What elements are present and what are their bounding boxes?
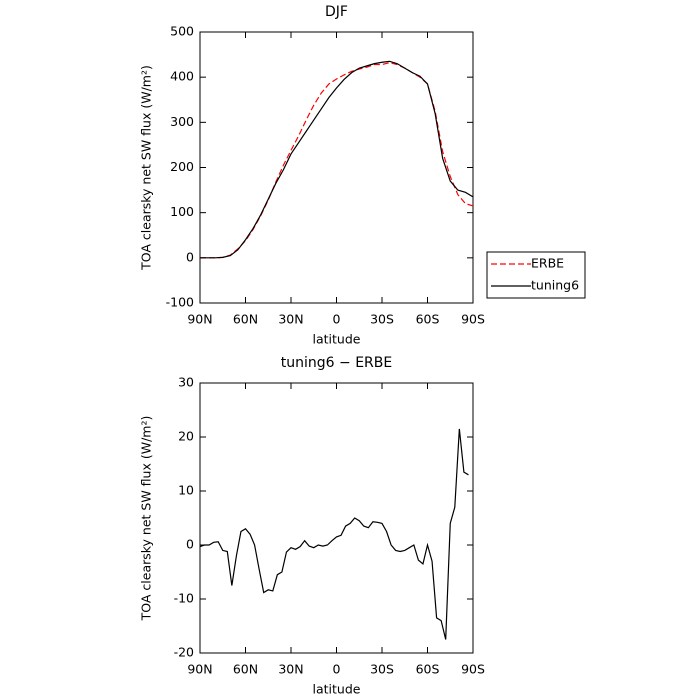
y-tick-label: -100 (166, 295, 194, 310)
y-tick-label: 30 (178, 375, 194, 390)
x-tick-label: 0 (333, 662, 341, 677)
series-line (200, 62, 474, 259)
x-tick-label: 60N (233, 662, 258, 677)
plot-frame (199, 382, 474, 654)
x-tick-label: 60S (416, 662, 440, 677)
series-line (200, 60, 474, 259)
chart-title: tuning6 − ERBE (281, 355, 392, 371)
y-tick-label: -10 (174, 591, 194, 606)
y-tick-label: -20 (174, 645, 194, 660)
x-tick-label: 60N (233, 312, 258, 327)
plot-frame (199, 31, 474, 304)
y-tick-label: 300 (170, 114, 194, 129)
x-tick-label: 90N (187, 662, 212, 677)
x-tick-label: 30S (370, 312, 394, 327)
y-tick-label: 200 (170, 159, 194, 174)
y-tick-label: 500 (170, 24, 194, 39)
x-axis-label: latitude (313, 682, 361, 697)
y-axis-label: TOA clearsky net SW flux (W/m²) (139, 65, 154, 271)
legend-label: tuning6 (531, 278, 579, 293)
x-axis-label: latitude (313, 332, 361, 347)
y-tick-label: 0 (186, 537, 194, 552)
x-tick-label: 90N (187, 312, 212, 327)
y-tick-label: 0 (186, 249, 194, 264)
chart-title: DJF (325, 4, 348, 20)
x-tick-label: 60S (416, 312, 440, 327)
y-tick-label: 10 (178, 483, 194, 498)
x-tick-label: 90S (461, 312, 485, 327)
x-tick-label: 30S (370, 662, 394, 677)
x-tick-label: 90S (461, 662, 485, 677)
y-tick-label: 20 (178, 429, 194, 444)
legend-label: ERBE (531, 256, 564, 271)
x-tick-label: 30N (278, 312, 303, 327)
x-tick-label: 0 (333, 312, 341, 327)
y-tick-label: 100 (170, 204, 194, 219)
y-axis-label: TOA clearsky net SW flux (W/m²) (139, 416, 154, 622)
y-tick-label: 400 (170, 69, 194, 84)
series-line (199, 428, 469, 640)
legend-box (486, 251, 586, 299)
x-tick-label: 30N (278, 662, 303, 677)
